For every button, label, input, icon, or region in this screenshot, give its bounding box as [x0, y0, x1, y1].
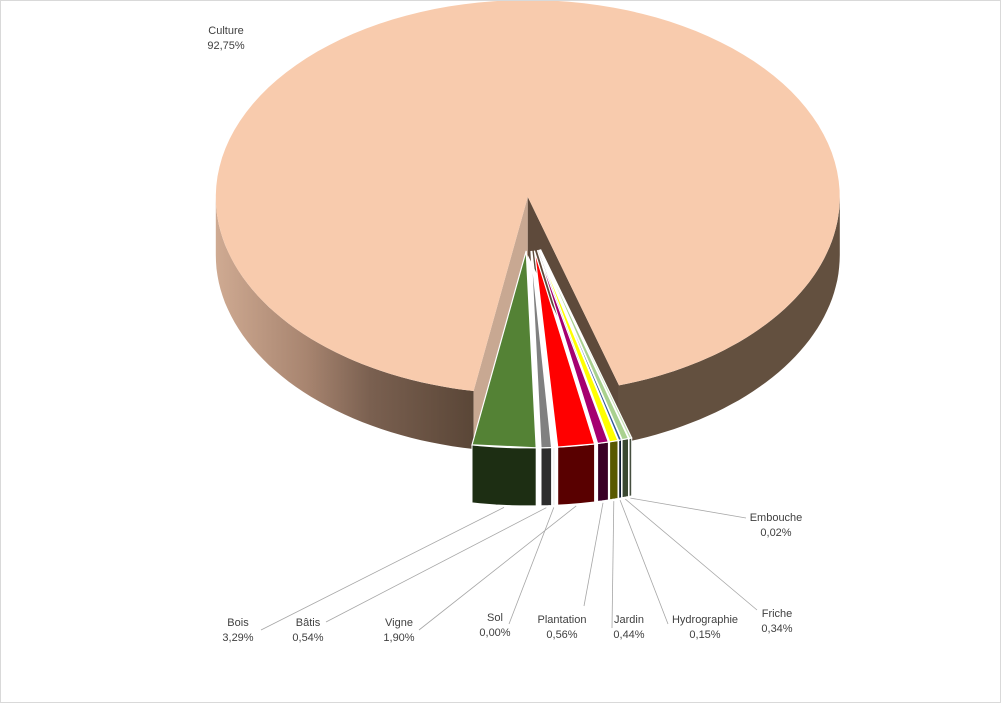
label-hydrographie: Hydrographie	[672, 614, 738, 626]
slice-vigne-side	[557, 443, 596, 506]
slice-plantation-side	[597, 441, 609, 503]
slice-friche-side	[621, 437, 629, 499]
slice-vigne	[533, 250, 596, 448]
value-embouche: 0,02%	[760, 527, 791, 539]
label-culture: Culture	[208, 25, 243, 37]
value-jardin: 0,44%	[613, 629, 644, 641]
leader-sol	[508, 507, 555, 625]
slice-hydrographie-side	[618, 439, 622, 499]
label-vigne: Vigne	[385, 617, 413, 629]
value-hydrographie: 0,15%	[689, 629, 720, 641]
label-jardin: Jardin	[614, 614, 644, 626]
slice-culture	[215, 1, 840, 391]
value-culture: 92,75%	[207, 40, 245, 52]
label-plantation: Plantation	[538, 614, 587, 626]
label-embouche: Embouche	[750, 512, 803, 524]
leader-lines	[260, 497, 758, 631]
slice-culture-cut-left	[473, 197, 528, 450]
leader-vigne	[418, 505, 577, 631]
leader-friche	[625, 498, 758, 611]
value-vigne: 1,90%	[383, 632, 414, 644]
leader-jardin	[611, 501, 615, 629]
slice-culture-side-left	[215, 197, 474, 449]
value-sol: 0,00%	[479, 627, 510, 639]
slice-batis	[530, 250, 553, 449]
leader-embouche	[630, 497, 747, 519]
slice-embouche	[539, 249, 633, 440]
leader-batis	[325, 507, 547, 623]
slice-embouche-side	[628, 437, 633, 498]
value-plantation: 0,56%	[546, 629, 577, 641]
slice-sol	[531, 250, 556, 449]
pie-slices	[215, 1, 840, 507]
slice-jardin-side	[609, 439, 619, 501]
label-batis: Bâtis	[296, 617, 321, 629]
leader-hydrographie	[619, 499, 669, 625]
slice-bois	[471, 250, 537, 449]
slice-labels: Culture 92,75% Bois 3,29% Bâtis 0,54% Sol 0,00%…	[207, 25, 802, 644]
slice-jardin	[538, 249, 619, 443]
leader-bois	[260, 507, 505, 631]
value-bois: 3,29%	[222, 632, 253, 644]
value-batis: 0,54%	[292, 632, 323, 644]
value-friche: 0,34%	[761, 623, 792, 635]
slice-plantation	[536, 249, 610, 445]
leader-plantation	[583, 502, 604, 607]
slice-batis-side	[540, 446, 553, 507]
slice-bois-side	[471, 444, 537, 507]
slice-sol-side	[551, 446, 556, 506]
label-sol: Sol	[487, 612, 503, 624]
label-bois: Bois	[227, 617, 249, 629]
slice-culture-side-right	[619, 197, 840, 444]
label-friche: Friche	[762, 608, 793, 620]
